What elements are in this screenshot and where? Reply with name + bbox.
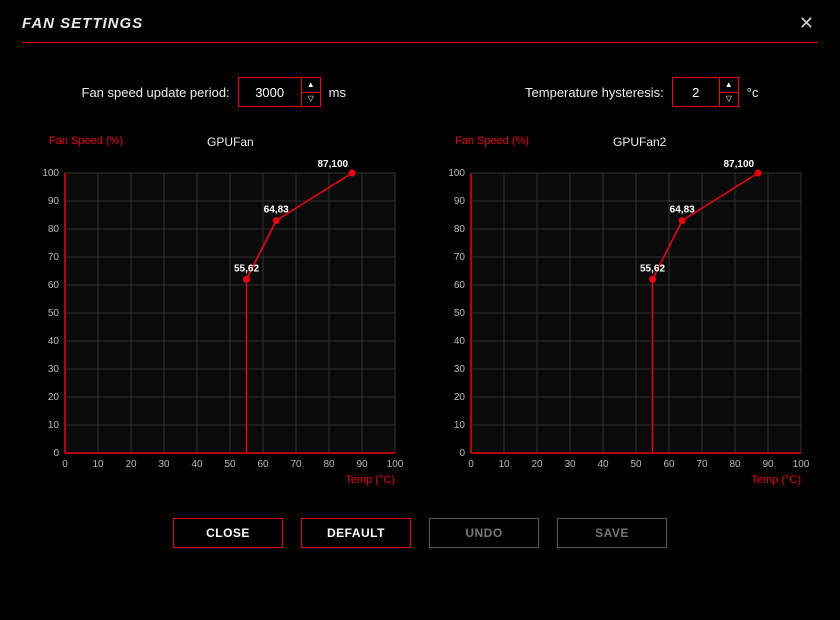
svg-text:0: 0 bbox=[468, 459, 474, 470]
y-axis-label: Fan Speed (%) bbox=[49, 135, 123, 147]
svg-text:100: 100 bbox=[448, 168, 465, 179]
svg-text:10: 10 bbox=[498, 459, 510, 470]
window-title: FAN SETTINGS bbox=[22, 15, 143, 32]
svg-text:64,83: 64,83 bbox=[264, 205, 289, 216]
hysteresis-input[interactable] bbox=[673, 78, 719, 106]
svg-text:30: 30 bbox=[48, 364, 60, 375]
svg-text:Temp (°C): Temp (°C) bbox=[345, 474, 395, 486]
fan-curve-chart: Fan Speed (%) GPUFan 0 10 20 30 40 50 60 70 80 90 10… bbox=[27, 135, 407, 498]
update-period-stepper[interactable]: ▲ ▽ bbox=[238, 77, 321, 107]
svg-text:70: 70 bbox=[290, 459, 302, 470]
svg-text:40: 40 bbox=[191, 459, 203, 470]
svg-text:50: 50 bbox=[224, 459, 236, 470]
update-period-arrows: ▲ ▽ bbox=[301, 78, 320, 106]
svg-text:60: 60 bbox=[663, 459, 675, 470]
svg-text:20: 20 bbox=[454, 392, 466, 403]
svg-text:64,83: 64,83 bbox=[670, 205, 695, 216]
update-period-label: Fan speed update period: bbox=[82, 85, 230, 100]
svg-text:87,100: 87,100 bbox=[724, 159, 755, 170]
stepper-up-icon[interactable]: ▲ bbox=[720, 78, 738, 93]
svg-text:70: 70 bbox=[454, 252, 466, 263]
svg-text:20: 20 bbox=[125, 459, 137, 470]
svg-text:0: 0 bbox=[62, 459, 68, 470]
svg-text:60: 60 bbox=[257, 459, 269, 470]
svg-text:90: 90 bbox=[48, 196, 60, 207]
chart-name: GPUFan2 bbox=[613, 135, 666, 149]
svg-text:10: 10 bbox=[454, 420, 466, 431]
svg-text:50: 50 bbox=[630, 459, 642, 470]
stepper-down-icon[interactable]: ▽ bbox=[302, 93, 320, 107]
update-period-unit: ms bbox=[329, 85, 346, 100]
svg-text:50: 50 bbox=[48, 308, 60, 319]
curve-point[interactable] bbox=[649, 276, 656, 283]
svg-text:100: 100 bbox=[387, 459, 404, 470]
svg-text:10: 10 bbox=[48, 420, 60, 431]
update-period-input[interactable] bbox=[239, 78, 301, 106]
y-axis-label: Fan Speed (%) bbox=[455, 135, 529, 147]
fan-settings-window: FAN SETTINGS ✕ Fan speed update period: … bbox=[0, 0, 840, 566]
svg-text:70: 70 bbox=[48, 252, 60, 263]
svg-text:Temp (°C): Temp (°C) bbox=[751, 474, 801, 486]
svg-text:60: 60 bbox=[48, 280, 60, 291]
hysteresis-stepper[interactable]: ▲ ▽ bbox=[672, 77, 739, 107]
fan-curve-chart: Fan Speed (%) GPUFan2 0 10 20 30 40 50 60 70 80 90 1… bbox=[433, 135, 813, 498]
svg-text:30: 30 bbox=[564, 459, 576, 470]
save-button[interactable]: SAVE bbox=[557, 518, 667, 548]
title-bar: FAN SETTINGS ✕ bbox=[22, 12, 818, 34]
svg-text:10: 10 bbox=[92, 459, 104, 470]
curve-point[interactable] bbox=[243, 276, 250, 283]
stepper-down-icon[interactable]: ▽ bbox=[720, 93, 738, 107]
svg-text:80: 80 bbox=[729, 459, 741, 470]
undo-button[interactable]: UNDO bbox=[429, 518, 539, 548]
hysteresis-label: Temperature hysteresis: bbox=[525, 85, 664, 100]
stepper-up-icon[interactable]: ▲ bbox=[302, 78, 320, 93]
svg-text:60: 60 bbox=[454, 280, 466, 291]
svg-text:80: 80 bbox=[454, 224, 466, 235]
svg-text:40: 40 bbox=[48, 336, 60, 347]
svg-text:55,62: 55,62 bbox=[640, 263, 665, 274]
update-period-param: Fan speed update period: ▲ ▽ ms bbox=[82, 77, 347, 107]
close-button[interactable]: CLOSE bbox=[173, 518, 283, 548]
svg-text:0: 0 bbox=[459, 448, 465, 459]
hysteresis-unit: °c bbox=[747, 85, 759, 100]
curve-point[interactable] bbox=[755, 170, 762, 177]
hysteresis-arrows: ▲ ▽ bbox=[719, 78, 738, 106]
button-row: CLOSE DEFAULT UNDO SAVE bbox=[22, 518, 818, 548]
svg-text:30: 30 bbox=[454, 364, 466, 375]
svg-text:0: 0 bbox=[53, 448, 59, 459]
svg-text:20: 20 bbox=[48, 392, 60, 403]
default-button[interactable]: DEFAULT bbox=[301, 518, 411, 548]
chart-name: GPUFan bbox=[207, 135, 254, 149]
svg-text:87,100: 87,100 bbox=[318, 159, 349, 170]
title-divider bbox=[22, 42, 818, 43]
svg-text:55,62: 55,62 bbox=[234, 263, 259, 274]
svg-text:40: 40 bbox=[597, 459, 609, 470]
svg-text:90: 90 bbox=[762, 459, 774, 470]
svg-text:30: 30 bbox=[158, 459, 170, 470]
parameter-row: Fan speed update period: ▲ ▽ ms Temperat… bbox=[22, 77, 818, 107]
svg-text:100: 100 bbox=[793, 459, 810, 470]
fan-curve-svg[interactable]: 0 10 20 30 40 50 60 70 80 90 100 0 10 20 30 40 50 60 70 80 9… bbox=[27, 155, 407, 495]
close-icon[interactable]: ✕ bbox=[795, 12, 818, 34]
svg-text:80: 80 bbox=[323, 459, 335, 470]
svg-text:50: 50 bbox=[454, 308, 466, 319]
charts-container: Fan Speed (%) GPUFan 0 10 20 30 40 50 60 70 80 90 10… bbox=[22, 135, 818, 498]
svg-text:40: 40 bbox=[454, 336, 466, 347]
hysteresis-param: Temperature hysteresis: ▲ ▽ °c bbox=[525, 77, 758, 107]
curve-point[interactable] bbox=[679, 217, 686, 224]
fan-curve-svg[interactable]: 0 10 20 30 40 50 60 70 80 90 100 0 10 20 30 40 50 60 70 80 9… bbox=[433, 155, 813, 495]
curve-point[interactable] bbox=[349, 170, 356, 177]
svg-text:20: 20 bbox=[531, 459, 543, 470]
curve-point[interactable] bbox=[273, 217, 280, 224]
svg-text:90: 90 bbox=[356, 459, 368, 470]
svg-text:70: 70 bbox=[696, 459, 708, 470]
svg-text:90: 90 bbox=[454, 196, 466, 207]
svg-text:80: 80 bbox=[48, 224, 60, 235]
svg-text:100: 100 bbox=[42, 168, 59, 179]
